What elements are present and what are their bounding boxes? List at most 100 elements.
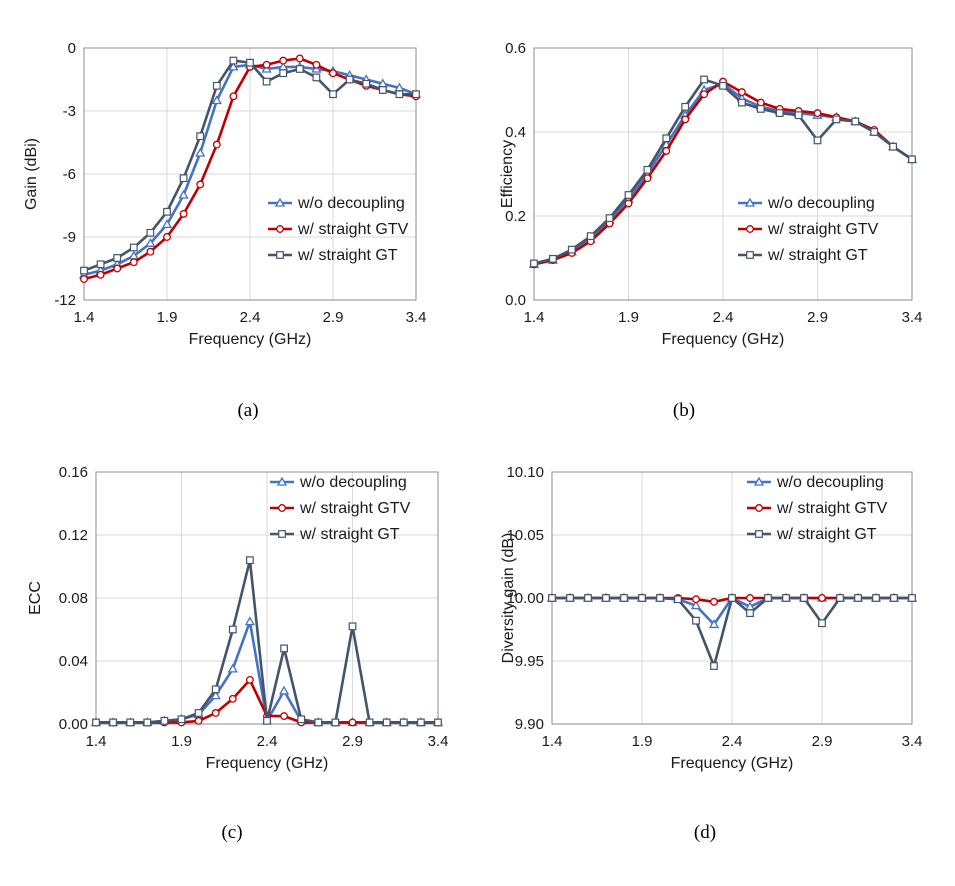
chart-1-marker-square <box>643 165 652 174</box>
x-tick-label: 3.4 <box>902 733 923 750</box>
chart-0-marker-square <box>276 251 284 259</box>
chart-0-marker-square <box>279 69 288 78</box>
chart-0-marker-circle <box>329 69 337 78</box>
chart-3-marker-square <box>908 594 916 602</box>
series-w-straight-gt <box>530 75 916 268</box>
chart-0-marker-triangle <box>228 61 239 71</box>
x-tick-label: 1.4 <box>86 733 107 750</box>
chart-0-marker-square <box>96 260 105 269</box>
chart-1-marker-circle <box>746 225 754 233</box>
chart-2-marker-circle <box>228 694 237 703</box>
legend-item: w/o decoupling <box>270 474 407 491</box>
chart-1-marker-square <box>681 102 690 111</box>
chart-1-marker-square <box>908 155 916 164</box>
chart-1-marker-square <box>700 75 708 84</box>
chart-2-marker-square <box>365 718 374 727</box>
chart-2-marker-triangle <box>244 616 256 626</box>
chart-0-marker-square <box>395 90 404 99</box>
chart-0-marker-square <box>362 79 371 88</box>
chart-3-marker-square <box>692 616 700 625</box>
chart-1-marker-square <box>756 104 765 113</box>
legend-item: w/ straight GT <box>747 526 877 543</box>
y-tick-label: 0.12 <box>59 527 88 544</box>
chart-2-marker-circle <box>280 712 289 721</box>
chart-1-marker-triangle <box>744 197 756 207</box>
chart-0-marker-circle <box>146 247 155 256</box>
chart-3-marker-square <box>764 594 772 602</box>
chart-1-marker-square <box>794 111 803 120</box>
chart-2-marker-square <box>278 530 286 538</box>
chart-1-marker-square <box>719 81 727 90</box>
chart-2-marker-square <box>160 716 169 725</box>
x-tick-label: 2.9 <box>323 309 344 326</box>
legend-label: w/o decoupling <box>299 474 407 491</box>
legend-item: w/o decoupling <box>738 195 875 212</box>
chart-1-marker-circle <box>756 98 765 107</box>
chart-2-marker-square <box>399 718 408 727</box>
chart-1-marker-circle <box>643 174 652 183</box>
x-axis-label: Frequency (GHz) <box>189 331 312 348</box>
y-tick-label: 0.2 <box>505 208 526 225</box>
legend-item: w/ straight GT <box>738 247 868 264</box>
x-tick-label: 1.9 <box>618 309 639 326</box>
chart-3-marker-square <box>890 594 898 602</box>
chart-3-marker-square <box>818 619 826 628</box>
chart-3-marker-square <box>854 594 862 602</box>
y-tick-label: 9.95 <box>515 653 544 670</box>
chart-2-marker-square <box>92 718 100 727</box>
x-axis-label: Frequency (GHz) <box>671 755 794 772</box>
chart-1-marker-square <box>746 251 754 259</box>
legend-label: w/o decoupling <box>297 195 405 212</box>
legend-label: w/ straight GTV <box>297 221 409 238</box>
chart-0-marker-square <box>345 75 354 84</box>
chart-0-marker-circle <box>163 233 171 241</box>
y-tick-label: 0.08 <box>59 590 88 607</box>
chart-0-marker-square <box>80 266 88 275</box>
x-tick-label: 2.4 <box>713 309 734 326</box>
chart-2: 1.4 1.9 2.4 2.9 3.4 0.00 0.04 0.08 0.12 0.16 Frequ… <box>27 464 448 772</box>
chart-1-marker-square <box>567 245 576 254</box>
chart-2-marker-square <box>331 718 340 727</box>
chart-3-marker-square <box>782 594 790 602</box>
chart-3-marker-square <box>566 594 574 602</box>
y-tick-label: 10.05 <box>506 527 544 544</box>
chart-2-marker-triangle <box>210 690 221 700</box>
y-tick-label: -12 <box>54 292 76 309</box>
y-tick-label: -6 <box>63 166 76 183</box>
chart-0-marker-circle <box>113 264 122 273</box>
x-axis-label: Frequency (GHz) <box>662 331 785 348</box>
chart-3-marker-square <box>710 662 718 670</box>
chart-3-marker-circle <box>755 504 763 512</box>
chart-0-marker-square <box>196 132 205 141</box>
chart-0-marker-circle <box>96 270 105 279</box>
chart-1-marker-circle <box>737 88 746 97</box>
chart-1-marker-circle <box>624 199 633 208</box>
legend-label: w/ straight GT <box>299 526 400 543</box>
chart-0-marker-square <box>179 174 188 183</box>
chart-0-marker-triangle <box>195 147 206 157</box>
subfigure-caption: (b) <box>673 400 695 421</box>
chart-2-marker-square <box>126 718 135 727</box>
y-tick-label: 0.4 <box>505 124 526 141</box>
chart-2-marker-square <box>177 715 186 724</box>
chart-1-marker-square <box>548 254 557 263</box>
chart-3-marker-square <box>602 594 610 602</box>
chart-1-marker-square <box>662 134 671 143</box>
chart-2-marker-square <box>143 718 152 727</box>
chart-0-marker-triangle <box>178 189 189 199</box>
chart-3-marker-square <box>836 594 844 602</box>
chart-2-marker-circle <box>278 504 286 512</box>
chart-2-marker-square <box>280 644 288 653</box>
plot-frame <box>533 47 913 301</box>
chart-3-marker-circle <box>692 595 700 604</box>
chart-0-marker-circle <box>276 225 284 233</box>
chart-2-marker-square <box>194 709 203 717</box>
chart-0-marker-square <box>146 228 155 237</box>
legend-label: w/ straight GTV <box>767 221 879 238</box>
chart-0-marker-square <box>113 254 122 262</box>
y-tick-label: 0.16 <box>59 464 88 481</box>
chart-0-marker-triangle <box>274 197 286 207</box>
chart-0-marker-square <box>262 77 271 86</box>
chart-2-marker-circle <box>194 716 203 725</box>
series-w-straight-gt <box>92 556 442 727</box>
